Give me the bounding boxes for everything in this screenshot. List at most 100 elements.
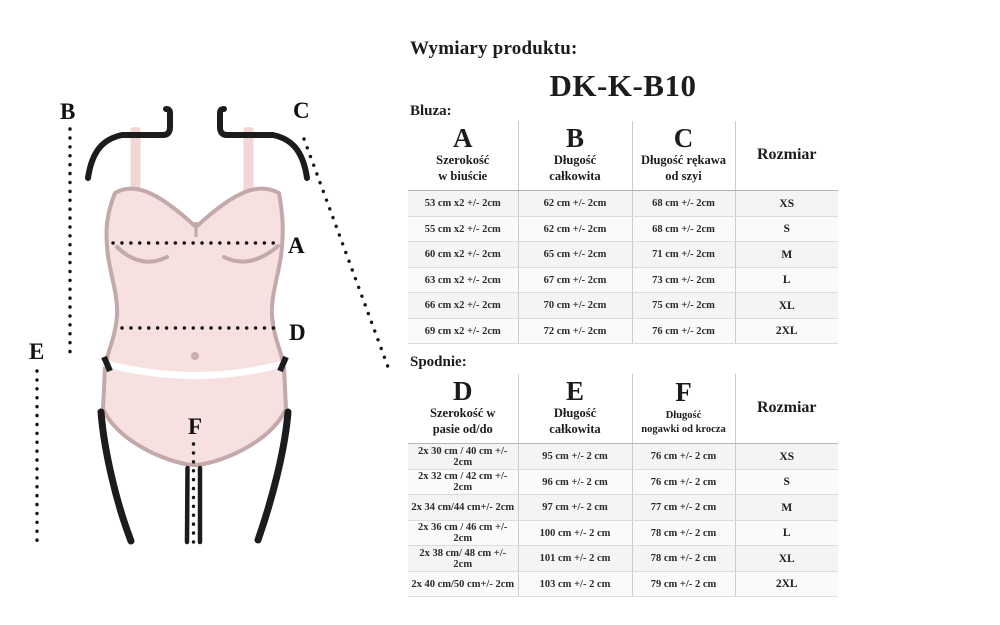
right-hip-mark	[277, 355, 289, 373]
crotch-snap-left-line	[184, 465, 190, 545]
page-title: Wymiary produktu:	[410, 38, 578, 59]
col-letter-D: D	[453, 376, 473, 406]
right-leg-stroke	[254, 408, 292, 544]
cell-size: L	[735, 520, 838, 547]
left-hip-mark	[101, 355, 113, 373]
cell-size: L	[735, 267, 838, 294]
label-B: B	[60, 99, 75, 124]
right-shoulder-stroke	[217, 106, 310, 181]
bodysuit-body	[101, 186, 288, 467]
col-letter-B: B	[565, 123, 584, 153]
cell-f: 76 cm +/- 2 cm	[632, 469, 736, 496]
cell-f: 78 cm +/- 2 cm	[632, 545, 736, 572]
cell-b: 65 cm +/- 2cm	[518, 241, 633, 268]
bluza-col-C-header: C Długość rękawa od szyi	[632, 121, 736, 192]
table-row: 55 cm x2 +/- 2cm 62 cm +/- 2cm 68 cm +/-…	[408, 216, 838, 243]
table-row: 60 cm x2 +/- 2cm 65 cm +/- 2cm 71 cm +/-…	[408, 241, 838, 268]
cell-a: 63 cm x2 +/- 2cm	[408, 267, 519, 294]
cell-b: 67 cm +/- 2cm	[518, 267, 633, 294]
table-row: 69 cm x2 +/- 2cm 72 cm +/- 2cm 76 cm +/-…	[408, 318, 838, 345]
cell-b: 62 cm +/- 2cm	[518, 190, 633, 217]
label-F: F	[188, 414, 202, 439]
cell-e: 100 cm +/- 2 cm	[518, 520, 633, 547]
table-row: 2x 38 cm/ 48 cm +/- 2cm 101 cm +/- 2 cm …	[408, 545, 838, 572]
cell-size: M	[735, 494, 838, 521]
cell-d: 2x 30 cm / 40 cm +/- 2cm	[408, 443, 519, 470]
col-letter-A: A	[453, 123, 473, 153]
table-row: 53 cm x2 +/- 2cm 62 cm +/- 2cm 68 cm +/-…	[408, 190, 838, 217]
cell-size: XS	[735, 190, 838, 217]
cell-f: 76 cm +/- 2 cm	[632, 443, 736, 470]
spodnie-col-E-header: E Długość całkowita	[518, 374, 633, 445]
cell-d: 2x 40 cm/50 cm+/- 2cm	[408, 571, 519, 598]
spodnie-col-F-header: F Długość nogawki od krocza	[632, 374, 736, 445]
cell-d: 2x 34 cm/44 cm+/- 2cm	[408, 494, 519, 521]
right-strap	[243, 127, 254, 205]
cell-c: 75 cm +/- 2cm	[632, 292, 736, 319]
cell-e: 101 cm +/- 2 cm	[518, 545, 633, 572]
bluza-col-A-header: A Szerokość w biuście	[408, 121, 519, 192]
cell-size: XL	[735, 292, 838, 319]
cell-a: 60 cm x2 +/- 2cm	[408, 241, 519, 268]
left-strap	[130, 127, 141, 205]
cell-size: 2XL	[735, 571, 838, 598]
cell-b: 62 cm +/- 2cm	[518, 216, 633, 243]
col-E-desc-line1: Długość	[553, 406, 597, 420]
cell-a: 53 cm x2 +/- 2cm	[408, 190, 519, 217]
cell-e: 97 cm +/- 2 cm	[518, 494, 633, 521]
col-D-desc-line2: pasie od/do	[432, 421, 493, 436]
waistband-line	[102, 359, 288, 379]
size-info-panel: Wymiary produktu: DK-K-B10 Bluza: A Szer…	[408, 0, 840, 625]
col-letter-F: F	[675, 376, 692, 407]
label-D: D	[289, 320, 306, 345]
bodysuit-illustration: B C A D E F	[29, 98, 390, 551]
spodnie-size-header: Rozmiar	[735, 374, 838, 445]
bluza-section-label: Bluza:	[410, 103, 452, 119]
cell-b: 72 cm +/- 2cm	[518, 318, 633, 345]
table-row: 2x 36 cm / 46 cm +/- 2cm 100 cm +/- 2 cm…	[408, 520, 838, 547]
cell-size: XL	[735, 545, 838, 572]
measure-line-C	[302, 137, 390, 369]
bluza-col-B-header: B Długość całkowita	[518, 121, 633, 192]
col-C-desc-line2: od szyi	[665, 168, 702, 183]
cell-e: 95 cm +/- 2 cm	[518, 443, 633, 470]
label-C: C	[293, 98, 310, 123]
col-B-desc-line2: całkowita	[549, 168, 601, 183]
table-row: 66 cm x2 +/- 2cm 70 cm +/- 2cm 75 cm +/-…	[408, 292, 838, 319]
garment-diagram: B C A D E F	[0, 0, 400, 625]
cell-d: 2x 36 cm / 46 cm +/- 2cm	[408, 520, 519, 547]
bluza-size-table: A Szerokość w biuście B Długość całkowita …	[408, 121, 838, 345]
col-D-desc-line1: Szerokość w	[430, 406, 496, 420]
bluza-size-header: Rozmiar	[735, 121, 838, 192]
cell-d: 2x 38 cm/ 48 cm +/- 2cm	[408, 545, 519, 572]
cell-e: 96 cm +/- 2 cm	[518, 469, 633, 496]
col-C-desc-line1: Długość rękawa	[640, 153, 727, 167]
cell-c: 68 cm +/- 2cm	[632, 216, 736, 243]
col-B-desc-line1: Długość	[553, 153, 597, 167]
table-row: 2x 34 cm/44 cm+/- 2cm 97 cm +/- 2 cm 77 …	[408, 494, 838, 521]
cell-size: 2XL	[735, 318, 838, 345]
col-F-desc-line1: Długość	[665, 409, 702, 421]
col-F-desc-line2: nogawki od krocza	[641, 423, 726, 435]
cell-e: 103 cm +/- 2 cm	[518, 571, 633, 598]
bluza-header-row: A Szerokość w biuście B Długość całkowita …	[408, 121, 838, 192]
cell-f: 77 cm +/- 2 cm	[632, 494, 736, 521]
label-A: A	[288, 233, 305, 258]
col-A-desc-line1: Szerokość	[436, 153, 490, 167]
cell-a: 69 cm x2 +/- 2cm	[408, 318, 519, 345]
label-E: E	[29, 339, 44, 364]
table-row: 2x 32 cm / 42 cm +/- 2cm 96 cm +/- 2 cm …	[408, 469, 838, 496]
cell-a: 55 cm x2 +/- 2cm	[408, 216, 519, 243]
cell-size: M	[735, 241, 838, 268]
spodnie-section-label: Spodnie:	[410, 354, 467, 370]
table-row: 2x 30 cm / 40 cm +/- 2cm 95 cm +/- 2 cm …	[408, 443, 838, 470]
left-shoulder-stroke	[85, 106, 173, 181]
col-letter-C: C	[673, 123, 694, 153]
col-letter-E: E	[565, 376, 584, 406]
left-cup-seam	[115, 245, 169, 264]
cell-size: S	[735, 216, 838, 243]
col-E-desc-line2: całkowita	[549, 421, 601, 436]
cell-c: 76 cm +/- 2cm	[632, 318, 736, 345]
left-leg-stroke	[97, 408, 135, 545]
